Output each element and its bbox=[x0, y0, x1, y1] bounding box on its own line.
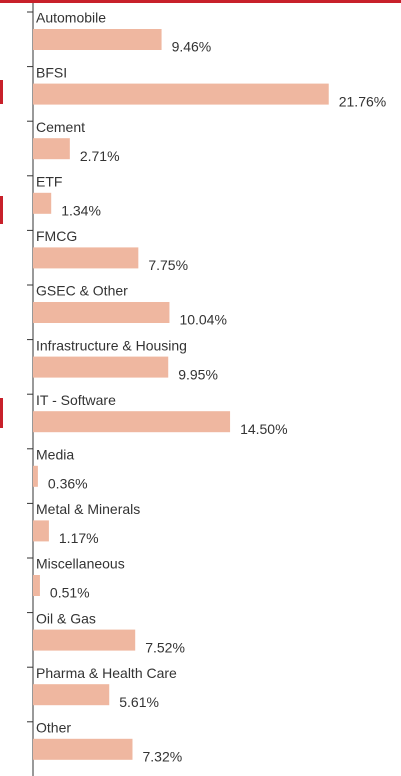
bar bbox=[33, 302, 170, 323]
value-label: 7.75% bbox=[148, 257, 188, 273]
category-label: IT - Software bbox=[36, 392, 116, 408]
value-label: 21.76% bbox=[339, 93, 386, 109]
value-label: 10.04% bbox=[179, 312, 226, 328]
category-label: ETF bbox=[36, 174, 62, 190]
bar bbox=[33, 629, 136, 651]
value-label: 0.51% bbox=[50, 585, 90, 601]
bar bbox=[33, 138, 70, 160]
category-label: Cement bbox=[36, 119, 85, 135]
value-label: 7.52% bbox=[145, 639, 185, 655]
category-label: Media bbox=[36, 447, 74, 463]
side-accent bbox=[0, 80, 3, 104]
bar bbox=[33, 247, 139, 269]
category-label: Infrastructure & Housing bbox=[36, 337, 187, 353]
category-label: FMCG bbox=[36, 228, 77, 244]
category-label: Pharma & Health Care bbox=[36, 665, 177, 681]
value-label: 2.71% bbox=[80, 148, 120, 164]
bar bbox=[33, 411, 231, 433]
bar bbox=[33, 738, 133, 760]
bar bbox=[33, 575, 40, 596]
bar bbox=[33, 192, 52, 214]
category-label: Other bbox=[36, 720, 71, 736]
bar bbox=[33, 465, 38, 487]
value-label: 9.95% bbox=[178, 366, 218, 382]
value-label: 5.61% bbox=[119, 694, 159, 710]
bar bbox=[33, 520, 49, 542]
bar bbox=[33, 83, 329, 105]
top-accent bbox=[0, 0, 401, 3]
value-label: 7.32% bbox=[142, 749, 182, 765]
category-label: Miscellaneous bbox=[36, 556, 125, 572]
value-label: 1.34% bbox=[61, 203, 101, 219]
side-accent bbox=[0, 196, 3, 224]
value-label: 0.36% bbox=[48, 476, 88, 492]
value-label: 14.50% bbox=[240, 421, 287, 437]
category-label: Oil & Gas bbox=[36, 610, 96, 626]
bar bbox=[33, 684, 110, 706]
category-label: Automobile bbox=[36, 10, 106, 26]
bar bbox=[33, 356, 169, 378]
value-label: 9.46% bbox=[172, 39, 212, 55]
value-label: 1.17% bbox=[59, 530, 99, 546]
bar bbox=[33, 29, 162, 50]
category-label: BFSI bbox=[36, 64, 67, 80]
category-label: GSEC & Other bbox=[36, 283, 128, 299]
category-label: Metal & Minerals bbox=[36, 501, 140, 517]
side-accent bbox=[0, 398, 3, 428]
